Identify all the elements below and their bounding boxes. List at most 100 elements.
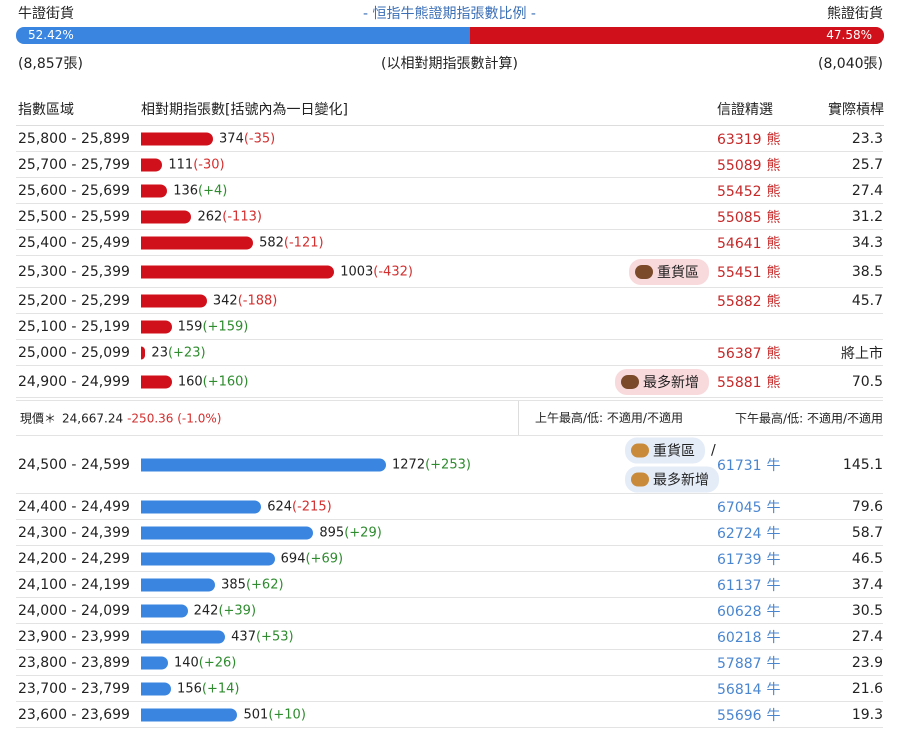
leverage: 79.6 (851, 498, 883, 515)
row: 24,400 - 24,499 624(-215) 67045 牛 79.6 (16, 494, 883, 520)
count: 385 (221, 577, 246, 592)
count: 501 (243, 707, 269, 722)
count-label: 159(+159) (178, 319, 249, 334)
bar (141, 656, 168, 669)
col: 指數區域 (18, 101, 74, 118)
range: 25,800 - 25,899 (18, 130, 130, 147)
row: 24,200 - 24,299 694(+69) 61739 牛 46.5 (16, 546, 883, 572)
count: 1003 (340, 264, 374, 279)
change: (-432) (373, 264, 413, 279)
change: (+159) (202, 319, 249, 334)
change: (-215) (292, 499, 332, 514)
count-label: 156(+14) (177, 681, 239, 696)
pick-code: 55696 (717, 707, 762, 724)
count-label: 342(-188) (213, 293, 277, 308)
row: 25,100 - 25,199 159(+159) (16, 314, 883, 340)
tag-text: 重貨區 (657, 264, 699, 281)
count-label: 242(+39) (194, 603, 256, 618)
pick: 60218 牛 (717, 627, 781, 647)
range: 25,500 - 25,599 (18, 208, 130, 225)
pick-code: 55085 (717, 209, 762, 226)
count: 156 (177, 681, 202, 696)
pick-unit: 牛 (766, 603, 781, 620)
count: 895 (319, 525, 345, 540)
range: 24,000 - 24,099 (18, 602, 130, 619)
tag-line: 重貨區 (629, 258, 709, 285)
row: 25,400 - 25,499 582(-121) 54641 熊 34.3 (16, 230, 883, 256)
count-label: 624(-215) (267, 499, 331, 514)
bull-count: (8,857張) (18, 56, 84, 72)
pick: 67045 牛 (717, 497, 781, 517)
row: 24,300 - 24,399 895(+29) 62724 牛 58.7 (16, 520, 883, 546)
change: (-113) (222, 209, 262, 224)
range: 25,000 - 25,099 (18, 344, 130, 361)
row: 23,900 - 23,999 437(+53) 60218 牛 27.4 (16, 624, 883, 650)
change: (+39) (218, 603, 257, 618)
bar (141, 500, 262, 513)
change: (-121) (283, 235, 324, 250)
pick-unit: 熊 (766, 157, 781, 174)
row: 23,800 - 23,899 140(+26) 57887 牛 23.9 (16, 650, 883, 676)
tag: 重貨區 (629, 258, 709, 285)
count: 140 (173, 655, 199, 670)
count: 437 (231, 629, 256, 644)
count-label: 895(+29) (319, 525, 381, 540)
pick-unit: 熊 (766, 293, 781, 310)
tag: 重貨區 (625, 437, 705, 463)
change: (+62) (245, 577, 284, 592)
price-change: -250.36 (-1.0%) (127, 411, 222, 426)
change: (+23) (167, 345, 206, 360)
bar (141, 682, 172, 695)
pm-range: 下午最高/低: 不適用/不適用 (735, 411, 883, 426)
leverage: 19.3 (851, 706, 883, 723)
pick-code: 55451 (717, 264, 762, 281)
bar (141, 458, 386, 471)
range: 24,100 - 24,199 (18, 576, 130, 593)
row: 23,700 - 23,799 156(+14) 56814 牛 21.6 (16, 676, 883, 702)
row: 24,500 - 24,599 1272(+253) 重貨區 / 最多新增 61731 牛 1… (16, 436, 883, 494)
count-label: 374(-35) (219, 131, 275, 146)
bear-count: (8,040張) (817, 56, 883, 72)
pick: 55881 熊 (717, 372, 781, 392)
pick-code: 61137 (717, 577, 762, 594)
count-label: 160(+160) (178, 374, 249, 389)
pick-code: 61731 (717, 457, 762, 474)
pick-code: 54641 (717, 235, 762, 252)
bar (141, 320, 172, 333)
tag-text: 最多新增 (653, 472, 709, 488)
change: (+4) (198, 183, 228, 198)
pick-code: 67045 (717, 499, 762, 516)
range: 24,300 - 24,399 (18, 524, 130, 541)
bar (141, 265, 335, 278)
range: 23,900 - 23,999 (18, 628, 130, 645)
tag-sep: / (711, 442, 716, 458)
pick-unit: 熊 (766, 235, 781, 252)
count: 111 (168, 157, 194, 172)
tag: 最多新增 (625, 466, 719, 492)
pick-code: 56814 (717, 681, 762, 698)
pick-unit: 熊 (766, 345, 781, 362)
leverage: 將上市 (841, 345, 883, 362)
pick-unit: 牛 (766, 681, 781, 698)
pick: 54641 熊 (717, 233, 781, 253)
col: 相對期指張數[括號內為一日變化] (141, 101, 348, 118)
count: 624 (267, 499, 293, 514)
pick-code: 60218 (717, 629, 762, 646)
pick-unit: 牛 (766, 655, 781, 672)
leverage: 58.7 (851, 524, 883, 541)
row: 24,900 - 24,999 160(+160) 最多新增 55881 熊 70.5 (16, 366, 883, 398)
bar (141, 158, 163, 171)
leverage: 23.9 (851, 654, 883, 671)
change: (+29) (344, 525, 382, 540)
row: 25,300 - 25,399 1003(-432) 重貨區 55451 熊 38.5 (16, 256, 883, 288)
bar (141, 294, 207, 307)
pick: 60628 牛 (717, 601, 781, 621)
pick-unit: 熊 (766, 374, 781, 391)
table: 25,800 - 25,899 374(-35) 63319 熊 23.3 25,700 … (0, 126, 899, 728)
pick: 57887 牛 (717, 653, 781, 673)
bar (141, 132, 214, 145)
tag-text: 重貨區 (653, 443, 695, 459)
pick-unit: 牛 (766, 629, 781, 646)
pick-unit: 牛 (766, 577, 781, 594)
